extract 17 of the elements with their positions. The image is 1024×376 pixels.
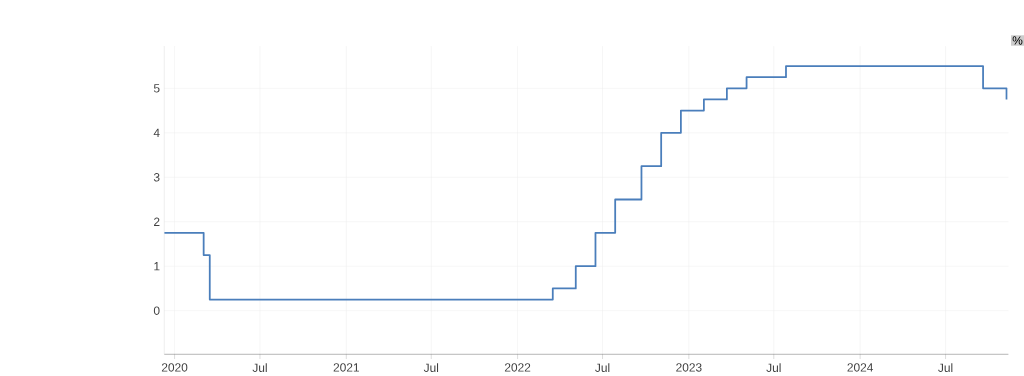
x-tick-label: Jul — [595, 363, 610, 373]
x-tick-label: 2022 — [504, 363, 531, 372]
x-tick-label: Jul — [766, 363, 781, 373]
x-tick-label: Jul — [423, 363, 439, 373]
y-tick-label: 5 — [153, 84, 160, 93]
y-axis-title: % — [1012, 36, 1023, 45]
x-tick-label: 2020 — [161, 363, 188, 372]
y-tick-label: 1 — [154, 262, 160, 271]
x-tick-label: Jul — [938, 363, 953, 373]
y-tick-label: 4 — [153, 128, 160, 137]
x-tick-label: 2021 — [333, 363, 359, 372]
x-tick-label: 2023 — [676, 363, 702, 372]
x-tick-label: Jul — [252, 363, 267, 373]
y-tick-label: 2 — [154, 217, 160, 226]
y-tick-label: 0 — [153, 306, 160, 315]
y-tick-label: 3 — [153, 173, 160, 182]
x-tick-label: 2024 — [847, 363, 874, 372]
